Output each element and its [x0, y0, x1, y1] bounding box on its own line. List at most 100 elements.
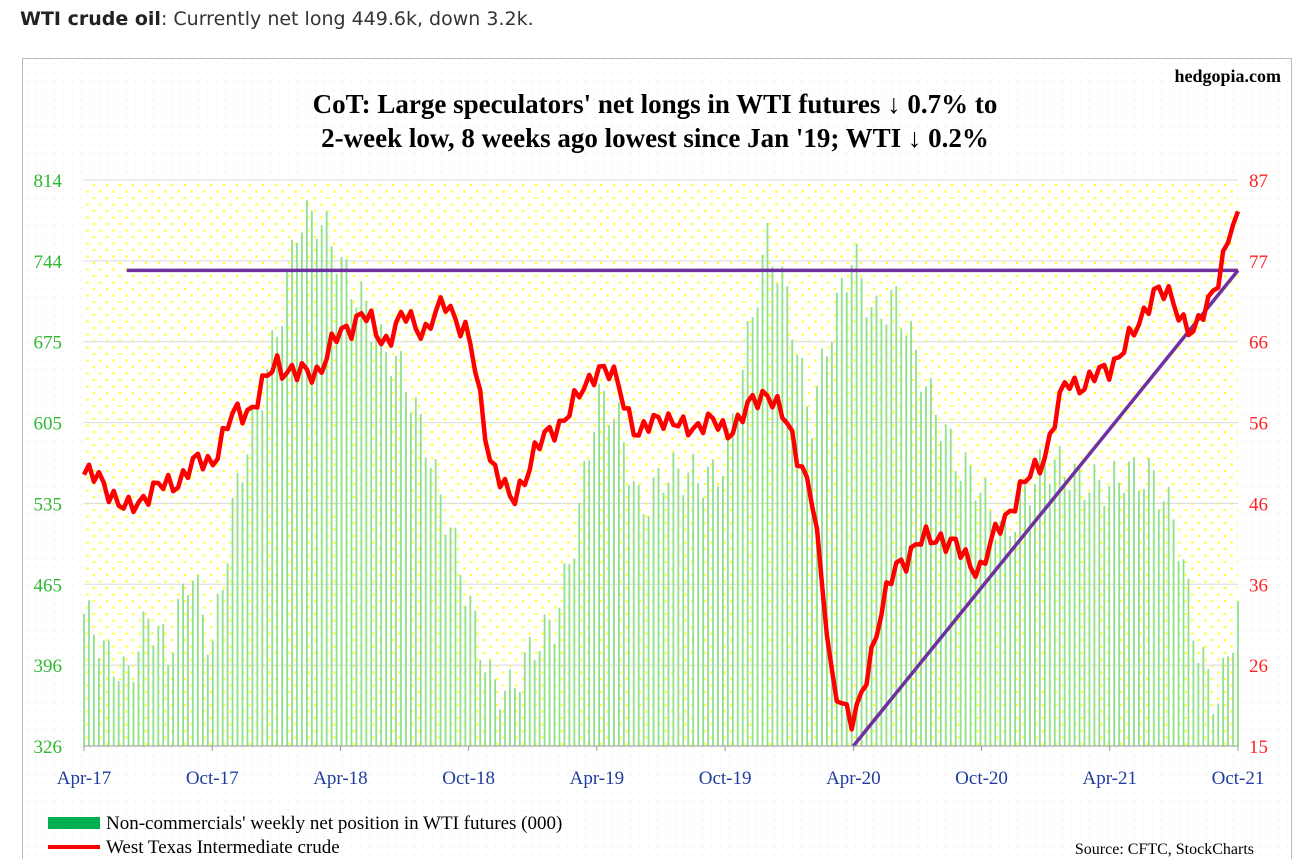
net-position-bar	[910, 320, 913, 746]
net-position-bar	[291, 239, 293, 746]
caption-label: WTI crude oil	[20, 8, 161, 30]
net-position-bar	[276, 336, 279, 746]
net-position-bar	[900, 328, 903, 746]
net-position-bar	[474, 610, 477, 746]
net-position-bar	[1172, 519, 1175, 746]
diagonal-trendline	[851, 269, 1240, 748]
net-position-bar	[1138, 490, 1140, 746]
net-position-bar	[930, 378, 932, 746]
net-position-bar	[870, 307, 873, 746]
net-position-bar	[533, 659, 536, 746]
net-position-bar	[1048, 483, 1051, 746]
net-position-bar	[608, 425, 610, 746]
net-position-bar	[296, 242, 298, 746]
x-axis-tick-label: Apr-17	[57, 768, 112, 789]
net-position-bar	[1053, 459, 1056, 746]
net-position-bar	[504, 690, 506, 746]
net-position-bar	[464, 606, 467, 746]
net-position-bar	[865, 317, 868, 746]
net-position-bar	[855, 243, 858, 746]
net-position-bar	[434, 459, 437, 746]
net-position-bar	[236, 472, 239, 746]
net-position-bar	[518, 692, 521, 746]
net-position-bar	[385, 352, 388, 746]
net-position-bar	[261, 410, 264, 746]
net-position-bar	[890, 290, 893, 746]
x-axis-tick-label: Oct-21	[1212, 768, 1265, 789]
net-position-bar	[162, 624, 165, 746]
net-position-bar	[563, 563, 566, 746]
left-axis-tick-label: 465	[34, 575, 63, 596]
right-axis-tick-label: 77	[1249, 252, 1268, 273]
net-position-bar	[1009, 535, 1012, 746]
net-position-bar	[400, 350, 402, 746]
net-position-bar	[187, 595, 189, 746]
net-position-bar	[360, 281, 363, 746]
chart-title-line-1: CoT: Large speculators' net longs in WTI…	[313, 89, 998, 119]
net-position-bar	[816, 386, 818, 746]
net-position-bar	[459, 574, 462, 746]
right-axis-tick-label: 26	[1249, 656, 1268, 677]
net-position-bar	[1217, 703, 1220, 746]
net-position-bar	[677, 468, 680, 746]
net-position-bar	[469, 595, 472, 746]
net-position-bar	[994, 539, 997, 746]
left-axis-tick-label: 675	[34, 333, 63, 354]
net-position-bar	[167, 664, 170, 746]
net-position-bar	[1014, 531, 1017, 746]
net-position-bar	[702, 497, 704, 746]
x-axis-tick-label: Oct-20	[955, 768, 1008, 789]
caption-text: : Currently net long 449.6k, down 3.2k.	[160, 8, 534, 30]
brand-label: hedgopia.com	[1174, 66, 1281, 86]
net-position-bar	[915, 349, 917, 746]
net-position-bar	[340, 256, 343, 746]
net-position-bar	[177, 599, 180, 746]
left-axis-tick-label: 814	[34, 171, 63, 192]
net-position-bar	[1128, 461, 1130, 746]
caption: WTI crude oil: Currently net long 449.6k…	[20, 8, 534, 30]
net-position-bar	[137, 651, 140, 746]
net-position-bar	[647, 516, 650, 746]
net-position-bar	[573, 558, 576, 746]
net-position-bar	[281, 325, 284, 746]
net-position-bar	[305, 200, 308, 747]
net-position-bar	[439, 494, 442, 746]
net-position-bar	[1182, 559, 1185, 746]
net-position-bar	[494, 679, 496, 746]
net-position-bar	[1068, 489, 1071, 746]
net-position-bar	[142, 611, 145, 746]
net-position-bar	[1004, 511, 1007, 746]
net-position-bar	[499, 709, 501, 746]
net-position-bar	[97, 658, 100, 746]
net-position-bar	[603, 390, 605, 746]
net-position-bar	[776, 283, 779, 746]
net-position-bar	[1167, 486, 1170, 746]
net-position-bar	[925, 386, 927, 746]
x-axis-tick-label: Apr-19	[570, 768, 625, 789]
net-position-bar	[122, 656, 125, 746]
right-axis-tick-label: 15	[1249, 737, 1268, 758]
left-axis-tick-label: 744	[34, 252, 63, 273]
net-position-bar	[939, 440, 942, 746]
net-position-bar	[375, 337, 378, 746]
net-position-bar	[444, 534, 447, 746]
net-position-bar	[271, 330, 274, 746]
net-position-bar	[558, 607, 561, 746]
x-axis-tick-label: Apr-20	[826, 768, 881, 789]
net-position-bar	[553, 643, 556, 746]
chart-title-line-2: 2-week low, 8 weeks ago lowest since Jan…	[321, 123, 989, 153]
net-position-bar	[662, 492, 665, 746]
net-position-bar	[895, 286, 898, 746]
net-position-bar	[147, 618, 150, 746]
net-position-bar	[409, 413, 412, 746]
legend-label: Non-commercials' weekly net position in …	[106, 813, 562, 834]
net-position-bar	[949, 428, 952, 746]
net-position-bar	[419, 414, 422, 746]
net-position-bar	[1073, 464, 1076, 746]
net-position-bar	[1123, 492, 1125, 746]
net-position-bar	[1078, 467, 1081, 746]
net-position-bar	[1024, 485, 1026, 746]
net-position-bar	[613, 419, 615, 746]
net-position-bar	[350, 299, 353, 746]
net-position-bar	[1227, 656, 1229, 746]
